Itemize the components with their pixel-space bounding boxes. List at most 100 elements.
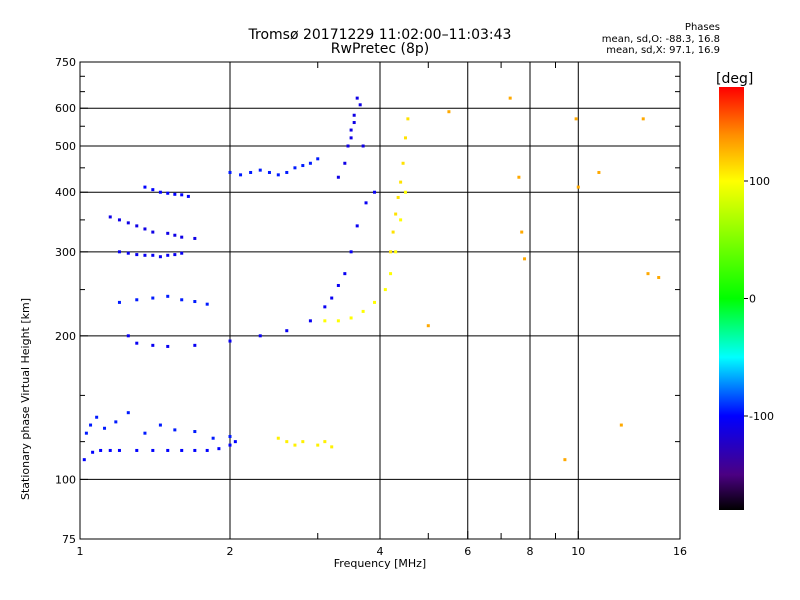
chart-subtitle: RwPretec (8p) — [330, 41, 430, 57]
data-point — [373, 300, 377, 304]
data-point — [293, 166, 297, 170]
data-point — [126, 251, 130, 255]
data-point — [301, 164, 305, 168]
data-point — [143, 185, 147, 189]
data-point — [383, 288, 387, 292]
data-point — [597, 170, 601, 174]
data-point — [135, 341, 139, 345]
data-points — [82, 96, 661, 462]
data-point — [117, 448, 121, 452]
x-tick-label: 2 — [227, 545, 234, 558]
data-point — [233, 440, 237, 444]
data-point — [228, 170, 232, 174]
data-point — [285, 440, 289, 444]
data-point — [180, 298, 184, 302]
data-point — [135, 448, 139, 452]
data-point — [158, 423, 162, 427]
y-tick-label: 200 — [55, 330, 76, 343]
data-point — [117, 218, 121, 222]
data-point — [180, 251, 184, 255]
data-point — [563, 458, 567, 462]
data-point — [151, 188, 155, 192]
colorbar-unit-label: [deg] — [716, 71, 754, 87]
data-point — [173, 253, 177, 257]
data-point — [401, 161, 405, 165]
data-point — [301, 440, 305, 444]
data-point — [316, 443, 320, 447]
data-point — [166, 448, 170, 452]
data-point — [349, 316, 353, 320]
y-tick-label: 750 — [55, 56, 76, 69]
data-point — [406, 117, 410, 121]
data-point — [330, 296, 334, 300]
data-point — [151, 253, 155, 257]
data-point — [158, 190, 162, 194]
data-point — [285, 170, 289, 174]
data-point — [323, 305, 327, 309]
data-point — [364, 201, 368, 205]
data-point — [389, 250, 393, 254]
x-tick-label: 1 — [77, 545, 84, 558]
data-point — [323, 440, 327, 444]
data-point — [316, 157, 320, 161]
data-point — [217, 447, 221, 451]
data-point — [117, 250, 121, 254]
x-tick-label: 10 — [571, 545, 585, 558]
data-point — [641, 117, 645, 121]
y-tick-label: 300 — [55, 246, 76, 259]
data-point — [158, 255, 162, 259]
data-point — [523, 257, 527, 261]
data-point — [84, 431, 88, 435]
data-point — [180, 193, 184, 197]
data-point — [211, 436, 215, 440]
data-point — [343, 272, 347, 276]
data-point — [180, 235, 184, 239]
data-point — [349, 250, 353, 254]
data-point — [166, 191, 170, 195]
data-point — [447, 110, 451, 114]
data-point — [186, 194, 190, 198]
data-point — [239, 173, 243, 177]
phases-o-stats: mean, sd,O: -88.3, 16.8 — [601, 34, 720, 45]
data-point — [576, 185, 580, 189]
data-point — [352, 113, 356, 117]
colorbar-tick-label: 100 — [749, 175, 770, 188]
data-point — [352, 121, 356, 125]
x-tick-label: 16 — [673, 545, 687, 558]
data-point — [193, 300, 197, 304]
data-point — [343, 161, 347, 165]
data-point — [193, 236, 197, 240]
data-point — [108, 215, 112, 219]
y-tick-label: 75 — [62, 533, 76, 546]
data-point — [389, 272, 393, 276]
data-point — [657, 276, 661, 280]
y-tick-label: 600 — [55, 102, 76, 115]
data-point — [135, 224, 139, 228]
data-point — [180, 448, 184, 452]
data-point — [349, 136, 353, 140]
data-point — [114, 420, 118, 424]
data-point — [228, 435, 232, 439]
data-point — [193, 343, 197, 347]
data-point — [276, 173, 280, 177]
data-point — [574, 117, 578, 121]
data-point — [166, 253, 170, 257]
data-point — [173, 233, 177, 237]
colorbar-gradient — [719, 87, 744, 510]
data-point — [391, 230, 395, 234]
data-point — [108, 448, 112, 452]
data-point — [103, 426, 107, 430]
data-point — [349, 128, 353, 132]
data-point — [173, 428, 177, 432]
data-point — [517, 175, 521, 179]
colorbar: 100 0 -100 — [719, 87, 774, 510]
data-point — [396, 195, 400, 199]
data-point — [308, 319, 312, 323]
data-point — [346, 144, 350, 148]
data-point — [394, 250, 398, 254]
data-point — [228, 339, 232, 343]
data-point — [205, 448, 209, 452]
grid-lines — [80, 62, 680, 539]
data-point — [126, 221, 130, 225]
